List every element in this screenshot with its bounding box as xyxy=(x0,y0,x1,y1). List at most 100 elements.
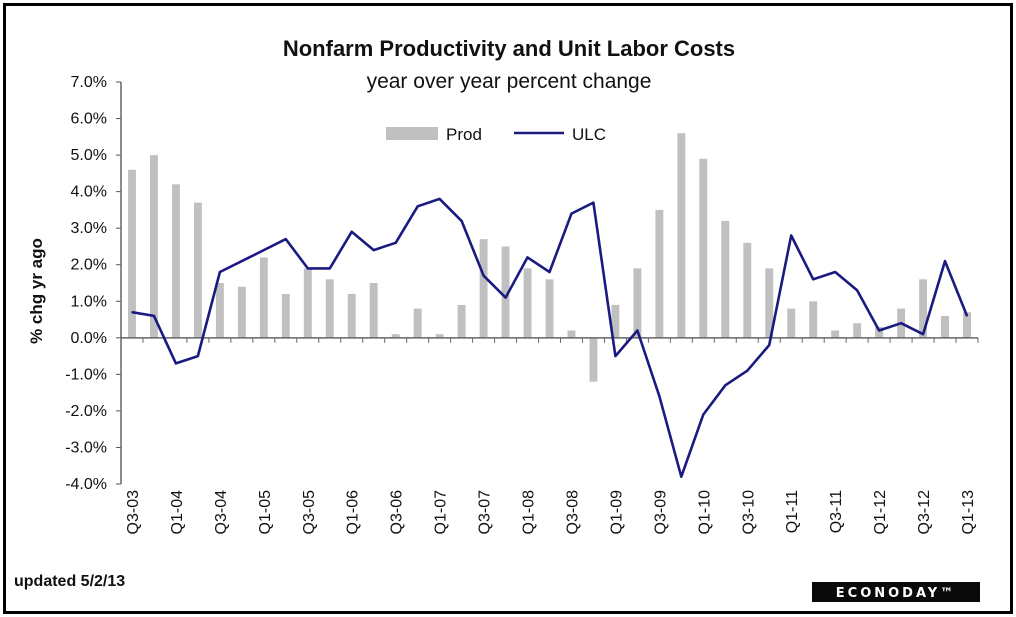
ulc-point xyxy=(241,260,243,262)
x-tick-label: Q1-04 xyxy=(169,490,186,535)
prod-bar xyxy=(523,268,532,338)
prod-bars xyxy=(128,133,971,382)
ulc-point xyxy=(614,355,617,357)
prod-bar xyxy=(413,308,422,338)
x-tick-label: Q1-10 xyxy=(696,490,713,535)
prod-bar xyxy=(391,334,400,338)
ulc-point xyxy=(592,201,595,204)
y-tick-label: 0.0% xyxy=(71,330,107,347)
y-tick-label: 3.0% xyxy=(71,220,107,237)
prod-bar xyxy=(655,209,664,338)
x-tick-label: Q3-10 xyxy=(740,490,757,535)
chart-legend: Prod ULC xyxy=(386,125,606,144)
ulc-point xyxy=(350,231,353,233)
chart-title: Nonfarm Productivity and Unit Labor Cost… xyxy=(283,36,735,61)
ulc-point xyxy=(131,311,133,314)
legend-prod-label: Prod xyxy=(446,125,482,144)
ulc-point xyxy=(175,362,177,365)
y-tick-label: -3.0% xyxy=(65,439,107,456)
prod-bar xyxy=(787,308,796,338)
prod-bar xyxy=(699,158,708,338)
prod-bar xyxy=(875,326,884,338)
ulc-point xyxy=(812,278,814,281)
chart-axes xyxy=(120,82,979,484)
ulc-point xyxy=(394,242,397,244)
prod-bar xyxy=(237,286,246,338)
ulc-point xyxy=(306,267,309,270)
ulc-point xyxy=(922,333,924,335)
prod-bar xyxy=(501,246,510,338)
x-tick-label: Q1-07 xyxy=(433,490,450,535)
ulc-point xyxy=(285,238,287,240)
x-tick-label: Q1-05 xyxy=(257,490,274,535)
chart-subtitle: year over year percent change xyxy=(367,70,652,93)
ulc-point xyxy=(636,329,639,332)
x-tick-label: Q3-04 xyxy=(213,490,230,535)
prod-bar xyxy=(765,268,774,338)
ulc-point xyxy=(153,315,155,317)
ulc-point xyxy=(570,212,573,215)
x-axis-ticks: Q3-03 Q1-04 Q3-04 Q1-05 Q3-05 Q1-06 Q3-06 Q1-07… xyxy=(125,490,977,535)
prod-bar xyxy=(567,330,576,338)
y-tick-label: 5.0% xyxy=(71,147,107,164)
prod-bar xyxy=(677,133,686,338)
ulc-point xyxy=(944,260,946,262)
ulc-point xyxy=(219,271,221,273)
ulc-point xyxy=(724,384,727,387)
y-tick-label: 2.0% xyxy=(71,257,107,274)
x-tick-label: Q3-07 xyxy=(477,490,494,535)
ulc-point xyxy=(658,395,661,398)
ulc-point xyxy=(746,369,749,372)
y-tick-label: 7.0% xyxy=(71,74,107,91)
ulc-point xyxy=(856,289,858,292)
ulc-line-layer xyxy=(131,197,969,479)
ulc-point xyxy=(460,220,463,222)
prod-bar xyxy=(347,293,356,338)
prod-bar xyxy=(435,334,444,338)
updated-note: updated 5/2/13 xyxy=(14,573,125,590)
x-tick-label: Q1-11 xyxy=(784,490,801,533)
ulc-point xyxy=(548,271,551,273)
chart-frame: Nonfarm Productivity and Unit Labor Cost… xyxy=(3,3,1013,614)
y-tick-label: -1.0% xyxy=(65,366,107,383)
ulc-point xyxy=(966,315,968,317)
ulc-point xyxy=(328,267,331,270)
prod-bar xyxy=(633,268,642,338)
prod-bar xyxy=(919,279,928,338)
ulc-point xyxy=(900,322,902,325)
ulc-point xyxy=(702,413,705,416)
prod-bar xyxy=(963,312,971,338)
prod-bar xyxy=(193,202,202,338)
x-tick-label: Q3-03 xyxy=(125,490,142,535)
logo-background xyxy=(812,582,980,602)
y-axis-label: % chg yr ago xyxy=(27,238,46,344)
prod-bar xyxy=(457,304,466,338)
x-tick-label: Q3-08 xyxy=(564,490,581,535)
y-tick-label: 1.0% xyxy=(71,293,107,310)
ulc-point xyxy=(438,198,441,200)
x-tick-label: Q3-06 xyxy=(389,490,406,535)
ulc-point xyxy=(680,475,683,478)
ulc-point xyxy=(197,355,199,357)
y-tick-label: -4.0% xyxy=(65,476,107,493)
prod-bar xyxy=(369,283,378,338)
prod-bar xyxy=(171,184,180,338)
x-tick-label: Q3-11 xyxy=(828,490,845,533)
y-tick-label: -2.0% xyxy=(65,403,107,420)
ulc-point xyxy=(504,296,507,299)
x-tick-label: Q3-09 xyxy=(652,490,669,535)
ulc-point xyxy=(416,205,419,208)
prod-bar xyxy=(303,268,312,338)
prod-bar xyxy=(721,220,730,338)
prod-bar xyxy=(325,279,334,338)
ulc-point xyxy=(768,344,771,346)
prod-bar xyxy=(831,330,840,338)
prod-bar xyxy=(743,242,752,338)
x-tick-label: Q3-05 xyxy=(301,490,318,535)
ulc-point xyxy=(482,274,485,277)
x-tick-label: Q1-09 xyxy=(608,490,625,535)
logo-text: ECONODAY™ xyxy=(836,586,956,601)
prod-bar xyxy=(611,304,620,338)
x-tick-label: Q3-12 xyxy=(916,490,933,535)
x-tick-label: Q1-06 xyxy=(345,490,362,535)
